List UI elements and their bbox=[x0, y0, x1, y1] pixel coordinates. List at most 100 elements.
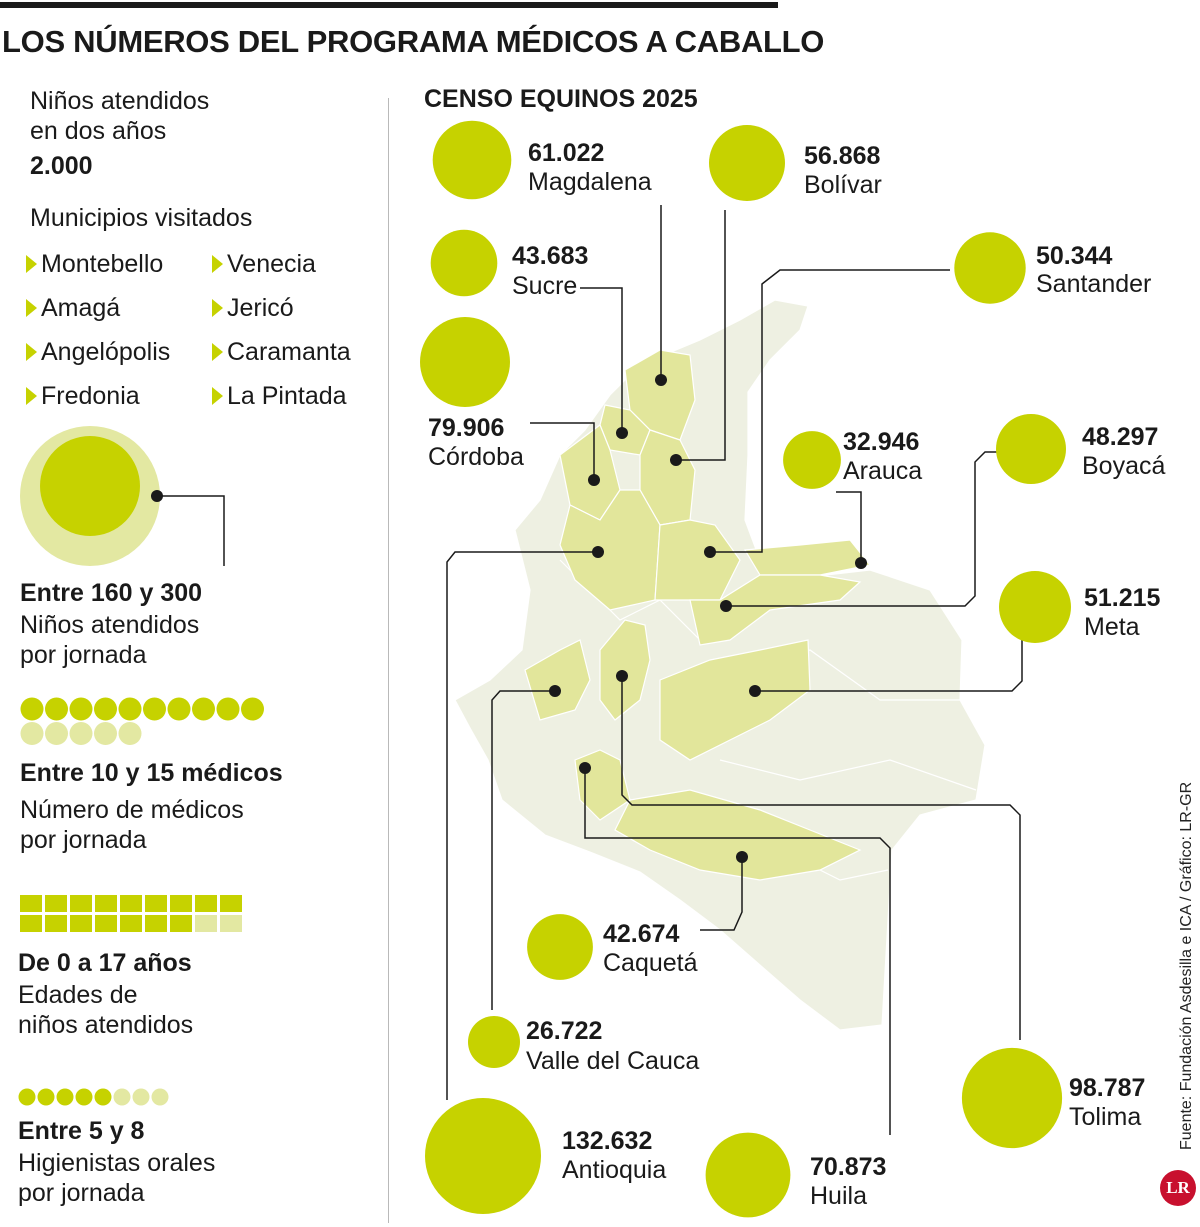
dot-santander bbox=[704, 546, 716, 558]
higienistas-value: Entre 5 y 8 bbox=[18, 1117, 145, 1145]
age-square-icon bbox=[45, 895, 67, 912]
triangle-bullet-icon bbox=[26, 387, 37, 405]
leader-caqueta bbox=[700, 857, 743, 931]
medico-dot-icon bbox=[69, 722, 93, 745]
age-square-icon bbox=[195, 895, 217, 912]
map-dept-santander bbox=[654, 519, 741, 601]
value-magdalena: 61.022 bbox=[528, 139, 605, 167]
medico-dot-icon bbox=[69, 697, 93, 721]
bubble-bolívar bbox=[709, 125, 785, 201]
leader-antioquia bbox=[446, 551, 598, 1100]
value-antioquia: 132.632 bbox=[562, 1127, 653, 1155]
leader-sucre bbox=[580, 287, 623, 433]
map-dept-meta bbox=[659, 639, 811, 761]
dept-boyaca: Boyacá bbox=[1082, 452, 1166, 480]
dept-cordoba: Córdoba bbox=[428, 443, 524, 471]
dept-arauca: Arauca bbox=[843, 457, 923, 485]
bubble-huila bbox=[705, 1132, 791, 1218]
map-dept-arauca bbox=[743, 539, 872, 576]
bubble-córdoba bbox=[420, 317, 510, 407]
value-tolima: 98.787 bbox=[1069, 1074, 1146, 1102]
triangle-bullet-icon bbox=[26, 255, 37, 273]
dept-magdalena: Magdalena bbox=[528, 168, 652, 196]
higienistas-line2: por jornada bbox=[18, 1179, 145, 1207]
medicos-line1: Número de médicos bbox=[20, 796, 244, 824]
municipio-item: Venecia bbox=[212, 249, 316, 279]
leader-lines bbox=[446, 205, 1023, 1135]
age-square-icon bbox=[170, 915, 192, 932]
value-caqueta: 42.674 bbox=[603, 920, 680, 948]
medicos-dot-array bbox=[20, 697, 264, 745]
higienista-dot-icon bbox=[94, 1088, 112, 1106]
age-square-icon bbox=[70, 915, 92, 932]
medico-dot-icon bbox=[45, 722, 68, 745]
edades-line2: niños atendidos bbox=[18, 1011, 194, 1039]
triangle-bullet-icon bbox=[26, 299, 37, 317]
bubble-magdalena bbox=[432, 120, 512, 200]
age-square-icon bbox=[95, 915, 117, 932]
map-boundary bbox=[719, 759, 977, 791]
higienista-dot-icon bbox=[56, 1088, 74, 1106]
ninos-label-1: Niños atendidos bbox=[30, 87, 210, 115]
age-square-icon bbox=[145, 895, 167, 912]
municipio-item: Jericó bbox=[212, 293, 294, 323]
higienista-dot-icon bbox=[151, 1088, 169, 1106]
dot-sucre bbox=[616, 427, 628, 439]
map-dept-tolima bbox=[599, 619, 651, 721]
age-square-icon bbox=[195, 915, 217, 932]
dept-antioquia: Antioquia bbox=[562, 1156, 667, 1184]
leader-meta bbox=[755, 640, 1023, 692]
map-dept-valle bbox=[524, 639, 591, 721]
leader-line bbox=[157, 495, 225, 566]
municipio-item: La Pintada bbox=[212, 381, 347, 411]
bubble-santander bbox=[954, 232, 1026, 304]
higienistas-line1: Higienistas orales bbox=[18, 1149, 216, 1177]
medico-dot-icon bbox=[143, 697, 166, 721]
triangle-bullet-icon bbox=[212, 387, 223, 405]
municipio-item: Montebello bbox=[26, 249, 163, 279]
ninos-jornada-line1: Niños atendidos bbox=[20, 611, 200, 639]
medico-dot-icon bbox=[94, 697, 117, 721]
ninos-label-2: en dos años bbox=[30, 117, 167, 145]
bubble-antioquia bbox=[425, 1098, 541, 1214]
higienista-dot-icon bbox=[132, 1088, 150, 1106]
value-bolivar: 56.868 bbox=[804, 142, 881, 170]
municipios-heading: Municipios visitados bbox=[30, 204, 253, 232]
medicos-value: Entre 10 y 15 médicos bbox=[20, 759, 283, 787]
bubble-caquetá bbox=[527, 914, 593, 980]
dept-meta: Meta bbox=[1084, 613, 1140, 641]
value-huila: 70.873 bbox=[810, 1153, 887, 1181]
medico-dot-icon bbox=[118, 697, 142, 721]
age-square-icon bbox=[145, 915, 167, 932]
bubble-boyacá bbox=[996, 414, 1066, 484]
dot-magdalena bbox=[655, 374, 667, 386]
dept-huila: Huila bbox=[810, 1182, 867, 1210]
map-dept-caqueta bbox=[614, 789, 862, 881]
left-graphics bbox=[18, 426, 264, 1106]
value-arauca: 32.946 bbox=[843, 428, 920, 456]
value-valle: 26.722 bbox=[526, 1017, 603, 1045]
dot-valle bbox=[549, 685, 561, 697]
triangle-bullet-icon bbox=[212, 255, 223, 273]
leader-santander bbox=[710, 269, 950, 553]
leader-boyaca bbox=[726, 451, 998, 607]
dot-caqueta bbox=[736, 851, 748, 863]
value-meta: 51.215 bbox=[1084, 584, 1161, 612]
higienista-dot-icon bbox=[18, 1088, 36, 1106]
dept-sucre: Sucre bbox=[512, 272, 578, 300]
medico-dot-icon bbox=[20, 697, 44, 721]
chart-title: CENSO EQUINOS 2025 bbox=[424, 85, 698, 113]
dot-boyaca bbox=[720, 600, 732, 612]
lr-logo: LR bbox=[1160, 1170, 1196, 1206]
medico-dot-icon bbox=[94, 722, 117, 745]
medico-dot-icon bbox=[118, 722, 142, 745]
dot-antioquia bbox=[592, 546, 604, 558]
dept-valle: Valle del Cauca bbox=[526, 1047, 700, 1075]
municipio-item: Fredonia bbox=[26, 381, 140, 411]
municipio-item: Amagá bbox=[26, 293, 120, 323]
top-rule bbox=[0, 2, 778, 8]
medico-dot-icon bbox=[241, 697, 264, 721]
value-cordoba: 79.906 bbox=[428, 414, 505, 442]
dot-huila bbox=[579, 762, 591, 774]
